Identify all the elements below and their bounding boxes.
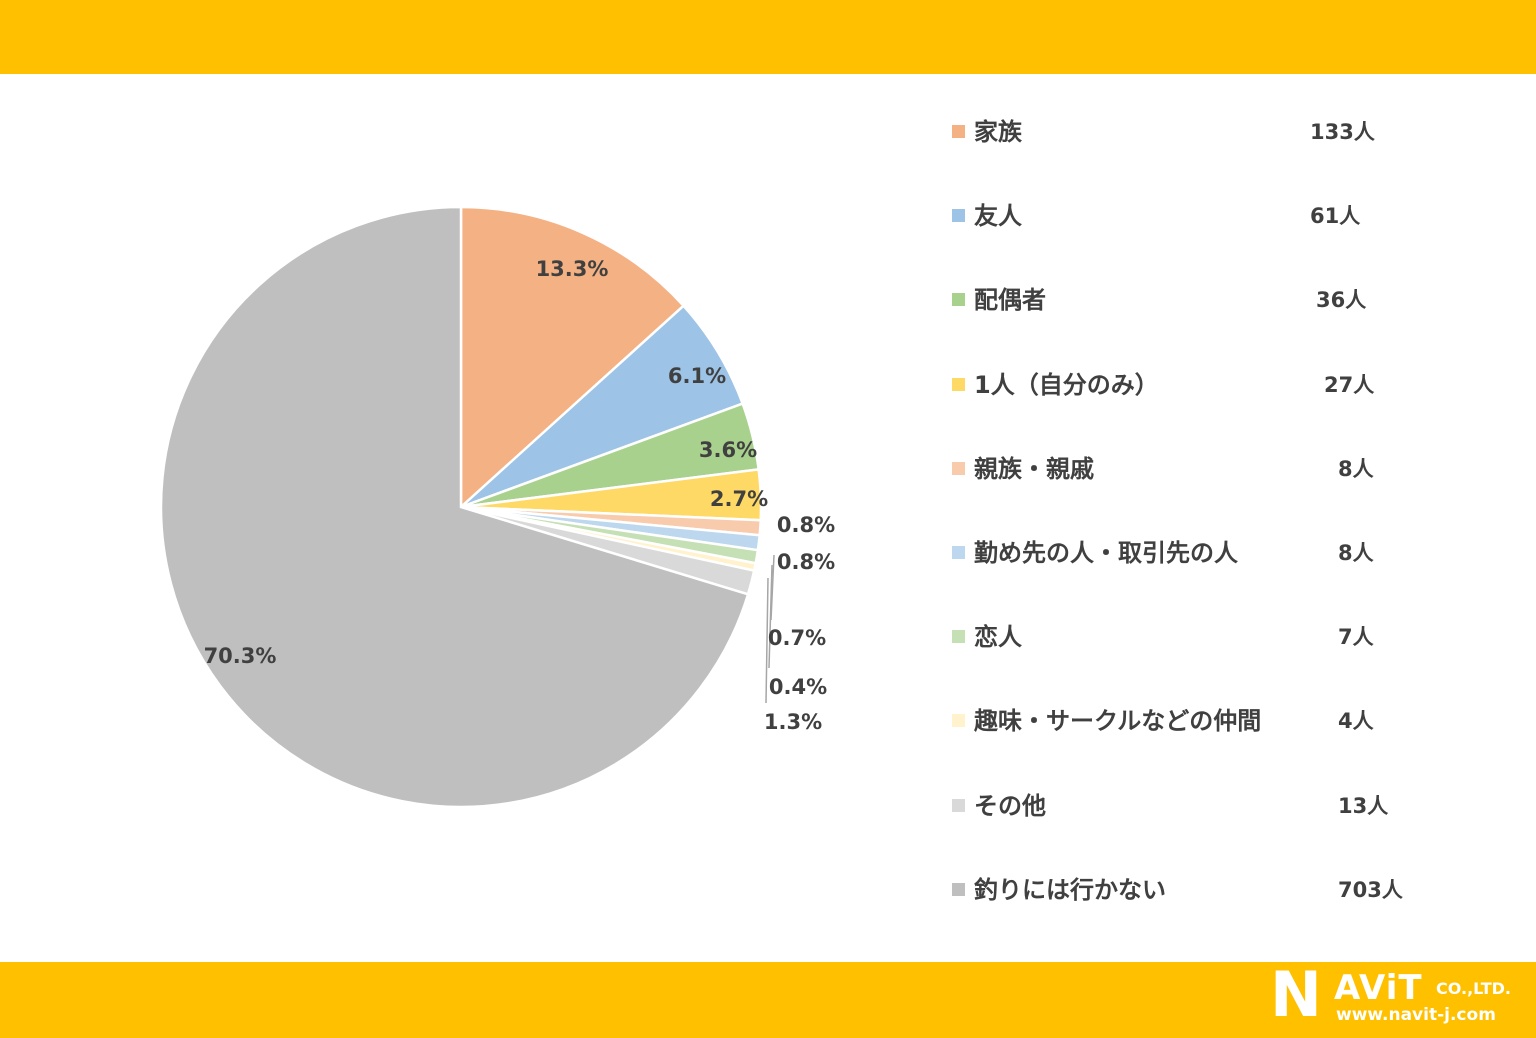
leader-line [768,564,773,669]
bottom-banner [0,962,1536,1038]
data-label: 0.4% [769,675,827,699]
logo-name: AViT [1334,968,1423,1008]
pie-slice [159,205,750,809]
logo-url: www.navit-j.com [1336,1005,1496,1025]
pie-slice [459,205,686,510]
data-label: 0.7% [768,626,826,650]
data-label: 3.6% [699,438,757,462]
data-label: 13.3% [536,257,609,281]
top-banner [0,0,1536,74]
data-label: 2.7% [710,487,768,511]
data-label: 0.8% [777,513,835,537]
data-label: 1.3% [764,710,822,734]
leader-line [765,577,769,704]
logo-suffix: CO.,LTD. [1436,979,1511,998]
logo-initial: N [1270,958,1322,1031]
data-label: 6.1% [668,364,726,388]
data-label: 0.8% [777,550,835,574]
navit-logo: N AViT CO.,LTD. www.navit-j.com [1270,960,1526,1030]
data-label: 70.3% [204,644,277,668]
leader-line [770,554,775,621]
